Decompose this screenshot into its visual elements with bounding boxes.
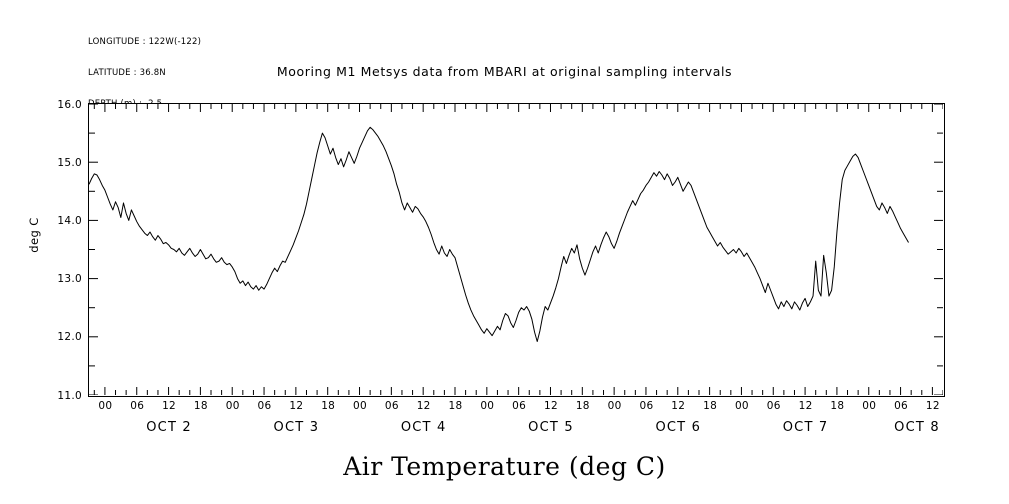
x-axis-hour-label: 00 — [353, 400, 367, 412]
x-axis-day-label: OCT 7 — [782, 420, 829, 435]
x-axis-day-label: OCT 5 — [528, 420, 574, 435]
x-axis-hour-label: 00 — [98, 400, 113, 412]
x-axis-hour-label: 18 — [575, 400, 590, 412]
x-axis-hour-label: 06 — [257, 400, 272, 412]
x-axis-hour-label: 06 — [384, 400, 399, 412]
y-axis-tick-label: 15.0 — [57, 156, 82, 169]
x-axis-title: Air Temperature (deg C) — [343, 452, 666, 481]
x-axis-day-label: OCT 4 — [400, 420, 447, 435]
x-axis-hour-label: 00 — [734, 400, 749, 412]
x-axis-hour-label: 06 — [766, 400, 781, 412]
x-axis-hour-label: 12 — [416, 400, 431, 412]
x-axis-hour-label: 12 — [671, 400, 686, 412]
y-axis-tick-label: 11.0 — [57, 389, 82, 402]
x-axis-hour-label: 12 — [925, 400, 940, 412]
y-axis-tick-label: 16.0 — [57, 98, 82, 111]
x-axis-hour-label: 12 — [162, 400, 177, 412]
temperature-series-line — [89, 126, 909, 342]
x-axis-hour-label: 18 — [448, 400, 463, 412]
x-axis-day-label: OCT 6 — [655, 420, 702, 435]
x-axis-hour-label: 06 — [130, 400, 145, 412]
plot-area — [88, 103, 945, 397]
x-axis-hour-label: 00 — [225, 400, 240, 412]
axis-ticks — [89, 104, 943, 395]
y-axis-labels: 11.0 12.0 13.0 14.0 15.0 16.0 — [34, 99, 82, 402]
x-axis-day-label: OCT 2 — [146, 420, 192, 435]
x-axis-hour-label: 00 — [480, 400, 495, 412]
x-axis-day-label: OCT 3 — [273, 420, 320, 435]
y-axis-tick-label: 12.0 — [57, 331, 82, 344]
chart-title: Mooring M1 Metsys data from MBARI at ori… — [276, 64, 733, 79]
x-axis-hour-label: 12 — [543, 400, 558, 412]
x-axis-hour-labels: 00 06 12 18 00 06 12 18 00 06 12 18 00 06 12 18 00 06 12 18… — [88, 400, 945, 416]
x-axis-hour-label: 06 — [512, 400, 527, 412]
x-axis-hour-label: 18 — [830, 400, 845, 412]
x-axis-day-label: OCT 8 — [894, 420, 940, 435]
x-axis-hour-label: 12 — [289, 400, 304, 412]
x-axis-day-labels: OCT 2 OCT 3 OCT 4 OCT 5 OCT 6 OCT 7 OCT 8 — [88, 420, 945, 440]
x-axis-hour-label: 18 — [321, 400, 336, 412]
y-axis-tick-label: 13.0 — [57, 273, 82, 286]
x-axis-hour-label: 00 — [862, 400, 877, 412]
metadata-latitude: LATITUDE : 36.8N — [88, 68, 166, 78]
x-axis-hour-label: 00 — [607, 400, 622, 412]
x-axis-hour-label: 12 — [798, 400, 813, 412]
metadata-longitude: LONGITUDE : 122W(-122) — [88, 37, 202, 48]
data-line-chart — [89, 104, 943, 395]
y-axis-tick-label: 14.0 — [57, 214, 82, 227]
x-axis-hour-label: 18 — [193, 400, 208, 412]
x-axis-hour-label: 06 — [639, 400, 654, 412]
x-axis-hour-label: 18 — [703, 400, 718, 412]
x-axis-hour-label: 06 — [894, 400, 909, 412]
y-axis-title: deg C — [27, 217, 41, 253]
